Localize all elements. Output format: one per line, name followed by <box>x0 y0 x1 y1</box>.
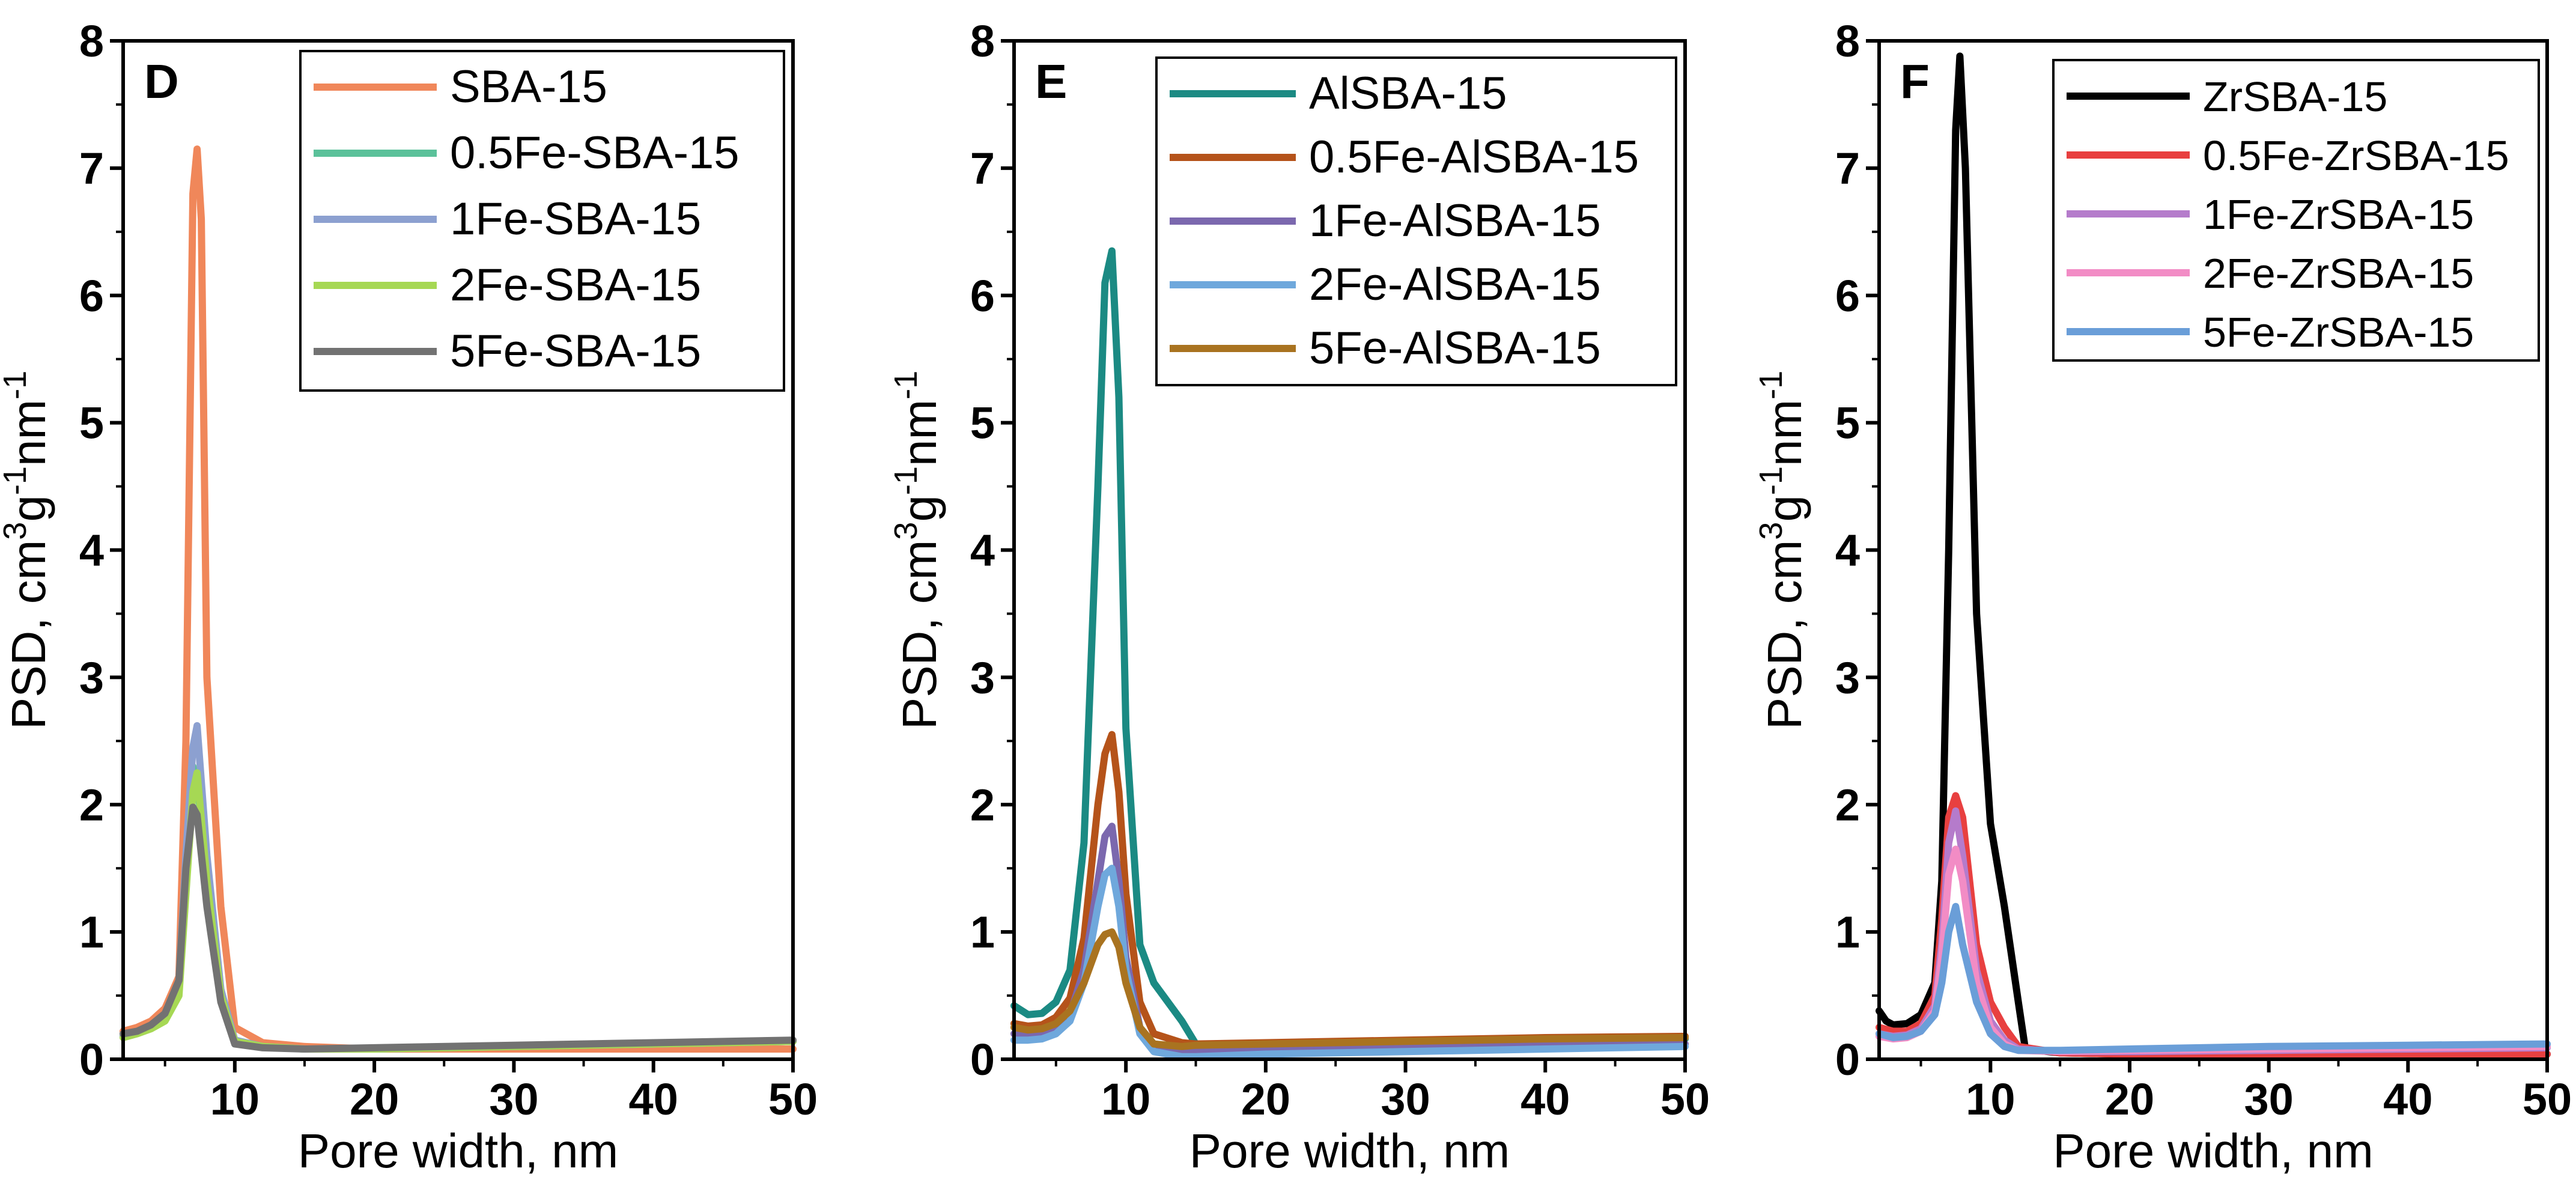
y-axis-title: PSD, cm3g-1nm-1 <box>1753 371 1811 729</box>
y-axis-title-part: g <box>2 495 55 522</box>
panel-letter: F <box>1900 55 1930 108</box>
y-tick-label: 1 <box>1835 907 1860 957</box>
y-axis-title-superscript: -1 <box>0 466 33 495</box>
y-tick-label: 7 <box>79 144 104 193</box>
series-line-5fe-zrsba-15 <box>1876 902 2551 1054</box>
x-tick-label: 40 <box>2383 1074 2432 1124</box>
y-axis-title-part: nm <box>1758 400 1811 466</box>
y-axis-title-part: nm <box>2 400 55 466</box>
y-tick-label: 5 <box>79 398 104 448</box>
y-axis-title-part: PSD, cm <box>2 540 55 730</box>
chart-panel-e: 0 1 2 3 4 5 6 7 8 10 20 30 40 50 Pore width, nm PSD, cm… <box>888 16 1710 1178</box>
y-tick-label: 0 <box>1835 1035 1860 1084</box>
y-tick-label: 8 <box>970 16 995 66</box>
series-line-2fe-alsba-15 <box>1010 865 1689 1060</box>
x-tick-label: 40 <box>629 1074 678 1124</box>
x-axis-title: Pore width, nm <box>2053 1124 2374 1178</box>
legend-label: 2Fe-ZrSBA-15 <box>2203 250 2474 297</box>
x-tick-label: 30 <box>1381 1074 1430 1124</box>
y-axis-title-part: PSD, cm <box>1758 540 1811 730</box>
legend-label: SBA-15 <box>450 61 607 112</box>
y-axis-title-superscript: -1 <box>1753 466 1789 495</box>
y-tick-label: 8 <box>1835 16 1860 66</box>
y-tick-label: 5 <box>970 398 995 448</box>
y-tick-label: 7 <box>1835 144 1860 193</box>
y-tick-label: 8 <box>79 16 104 66</box>
y-tick-label: 6 <box>970 271 995 321</box>
y-tick-label: 2 <box>1835 780 1860 830</box>
legend-label: 5Fe-ZrSBA-15 <box>2203 309 2474 356</box>
y-tick-label: 3 <box>970 652 995 702</box>
y-axis-title: PSD, cm3g-1nm-1 <box>888 371 946 729</box>
legend: AlSBA-15 0.5Fe-AlSBA-15 1Fe-AlSBA-15 2Fe-Al… <box>1155 56 1677 386</box>
y-axis-title-superscript: -1 <box>0 371 33 400</box>
x-tick-label: 10 <box>1966 1074 2015 1124</box>
legend-label: 2Fe-SBA-15 <box>450 260 701 311</box>
y-tick-label: 4 <box>970 526 995 576</box>
x-tick-label: 20 <box>1241 1074 1290 1124</box>
y-axis-title-superscript: 3 <box>888 522 924 540</box>
x-tick-label: 10 <box>1101 1074 1150 1124</box>
legend-label: ZrSBA-15 <box>2203 73 2387 120</box>
legend-label: 1Fe-AlSBA-15 <box>1309 195 1601 246</box>
x-tick-label: 10 <box>210 1074 260 1124</box>
legend: ZrSBA-15 0.5Fe-ZrSBA-15 1Fe-ZrSBA-15 2Fe-Zr… <box>2052 59 2540 362</box>
y-axis-title-superscript: 3 <box>1753 522 1789 540</box>
y-tick-label: 4 <box>79 526 104 576</box>
legend-label: 0.5Fe-ZrSBA-15 <box>2203 132 2509 179</box>
x-tick-label: 50 <box>768 1074 818 1124</box>
x-tick-label: 50 <box>1660 1074 1710 1124</box>
y-tick-label: 3 <box>79 652 104 702</box>
y-tick-label: 3 <box>1835 652 1860 702</box>
y-tick-label: 4 <box>1835 526 1860 576</box>
y-tick-label: 2 <box>79 780 104 830</box>
series-line-5fe-alsba-15 <box>1010 928 1689 1050</box>
legend-label: 1Fe-ZrSBA-15 <box>2203 191 2474 238</box>
y-tick-label: 7 <box>970 144 995 193</box>
y-axis-title-part: PSD, cm <box>893 540 946 730</box>
y-axis-title: PSD, cm3g-1nm-1 <box>0 371 55 729</box>
legend-label: 0.5Fe-AlSBA-15 <box>1309 132 1639 183</box>
x-tick-label: 20 <box>2105 1074 2154 1124</box>
legend-label: 5Fe-SBA-15 <box>450 326 701 377</box>
y-axis-title-superscript: -1 <box>888 466 924 495</box>
y-tick-label: 1 <box>970 907 995 957</box>
y-axis-title-superscript: -1 <box>888 371 924 400</box>
y-tick-label: 0 <box>970 1035 995 1084</box>
y-tick-label: 5 <box>1835 398 1860 448</box>
y-tick-label: 6 <box>79 271 104 321</box>
legend: SBA-15 0.5Fe-SBA-15 1Fe-SBA-15 2Fe-SBA-15 5F… <box>299 50 785 392</box>
y-axis-title-part: nm <box>893 400 946 466</box>
panel-letter: D <box>144 55 179 108</box>
x-tick-label: 30 <box>2244 1074 2294 1124</box>
x-tick-label: 50 <box>2523 1074 2572 1124</box>
legend-label: 5Fe-AlSBA-15 <box>1309 323 1601 374</box>
series-line-5fe-sba-15 <box>120 803 797 1053</box>
chart-panel-d: 0 1 2 3 4 5 6 7 8 10 20 30 40 50 Pore width, nm PSD, cm… <box>0 16 818 1178</box>
x-tick-label: 30 <box>489 1074 538 1124</box>
chart-panel-f: 0 1 2 3 4 5 6 7 8 10 20 30 40 50 Pore width, nm PSD, cm… <box>1753 16 2572 1178</box>
x-tick-label: 40 <box>1520 1074 1570 1124</box>
y-tick-label: 6 <box>1835 271 1860 321</box>
legend-label: 0.5Fe-SBA-15 <box>450 127 740 178</box>
x-axis-title: Pore width, nm <box>298 1124 619 1178</box>
legend-label: 1Fe-SBA-15 <box>450 193 701 245</box>
y-axis-title-part: g <box>1758 495 1811 522</box>
x-tick-label: 20 <box>350 1074 399 1124</box>
legend-label: AlSBA-15 <box>1309 68 1507 119</box>
y-axis-title-superscript: 3 <box>0 522 33 540</box>
y-tick-label: 2 <box>970 780 995 830</box>
y-tick-label: 1 <box>79 907 104 957</box>
y-axis-title-superscript: -1 <box>1753 371 1789 400</box>
panel-letter: E <box>1035 55 1067 108</box>
legend-label: 2Fe-AlSBA-15 <box>1309 259 1601 310</box>
y-axis-title-part: g <box>893 495 946 522</box>
y-tick-label: 0 <box>79 1035 104 1084</box>
x-axis-title: Pore width, nm <box>1189 1124 1510 1178</box>
